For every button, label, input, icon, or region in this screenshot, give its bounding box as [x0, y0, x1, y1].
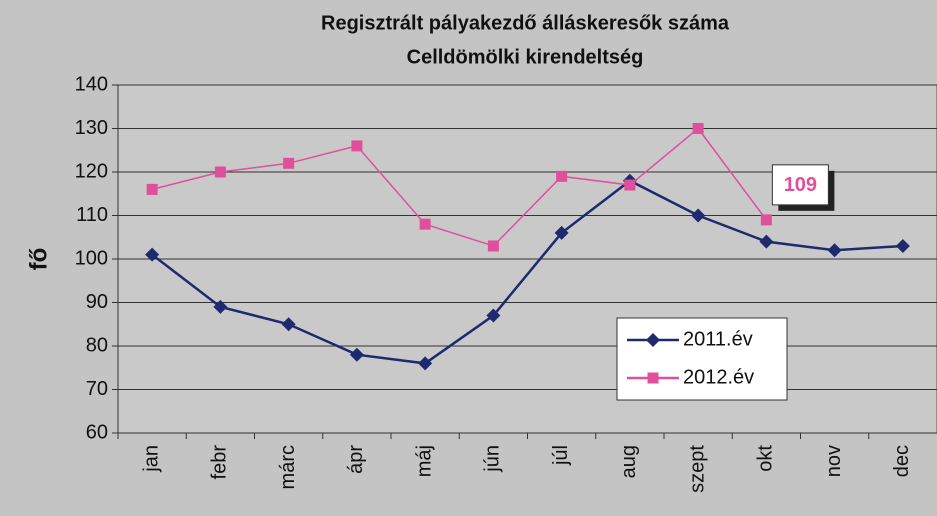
line — [151, 179, 903, 365]
point — [213, 299, 228, 314]
y-tick-label: 60 — [86, 421, 108, 443]
y-tick-label: 90 — [86, 291, 108, 313]
x-tick-label: febr — [209, 445, 231, 480]
point — [692, 123, 704, 134]
legend-label: 2012.év — [683, 366, 754, 388]
point — [281, 317, 296, 332]
x-tick-label: máj — [413, 445, 435, 477]
x-tick-label: ápr — [345, 445, 367, 474]
y-tick-label: 110 — [76, 204, 108, 226]
point — [283, 157, 295, 169]
chart-subtitle: Celldömölki kirendeltség — [407, 46, 644, 68]
line — [151, 127, 767, 247]
point — [827, 243, 842, 258]
y-tick-label: 70 — [86, 378, 108, 400]
point — [760, 214, 772, 226]
point — [351, 140, 363, 152]
y-tick-label: 140 — [75, 73, 108, 95]
point — [486, 308, 501, 323]
x-tick-label: jún — [482, 445, 504, 473]
x-tick-label: júl — [550, 445, 572, 466]
y-tick-label: 80 — [86, 334, 108, 356]
data-label: 109 — [784, 174, 817, 196]
legend-label: 2011.év — [683, 328, 753, 350]
x-tick-label: jan — [140, 445, 162, 473]
point — [691, 208, 706, 223]
point — [487, 240, 499, 252]
point — [647, 372, 659, 384]
point — [349, 347, 364, 362]
y-axis-label: fő — [25, 248, 52, 271]
series — [146, 123, 772, 252]
label-box — [771, 164, 829, 206]
point — [554, 225, 569, 240]
legend — [616, 317, 788, 401]
point — [624, 179, 636, 191]
x-tick-label: okt — [755, 445, 777, 472]
x-tick-label: szept — [686, 445, 708, 493]
point — [419, 218, 431, 230]
x-tick-label: márc — [277, 445, 299, 489]
point — [646, 333, 660, 347]
chart-title: Regisztrált pályakezdő álláskeresők szám… — [321, 12, 730, 34]
y-tick-label: 130 — [75, 117, 108, 139]
y-tick-label: 120 — [75, 160, 108, 182]
point — [146, 183, 158, 195]
y-tick-label: 100 — [75, 247, 108, 269]
x-tick-label: dec — [891, 445, 913, 477]
point — [556, 170, 568, 182]
point — [418, 356, 433, 371]
x-tick-label: aug — [618, 445, 640, 478]
point — [145, 247, 160, 262]
x-tick-label: nov — [823, 445, 845, 477]
point — [214, 166, 226, 178]
series — [145, 173, 910, 371]
point — [759, 234, 774, 249]
point — [895, 238, 910, 253]
